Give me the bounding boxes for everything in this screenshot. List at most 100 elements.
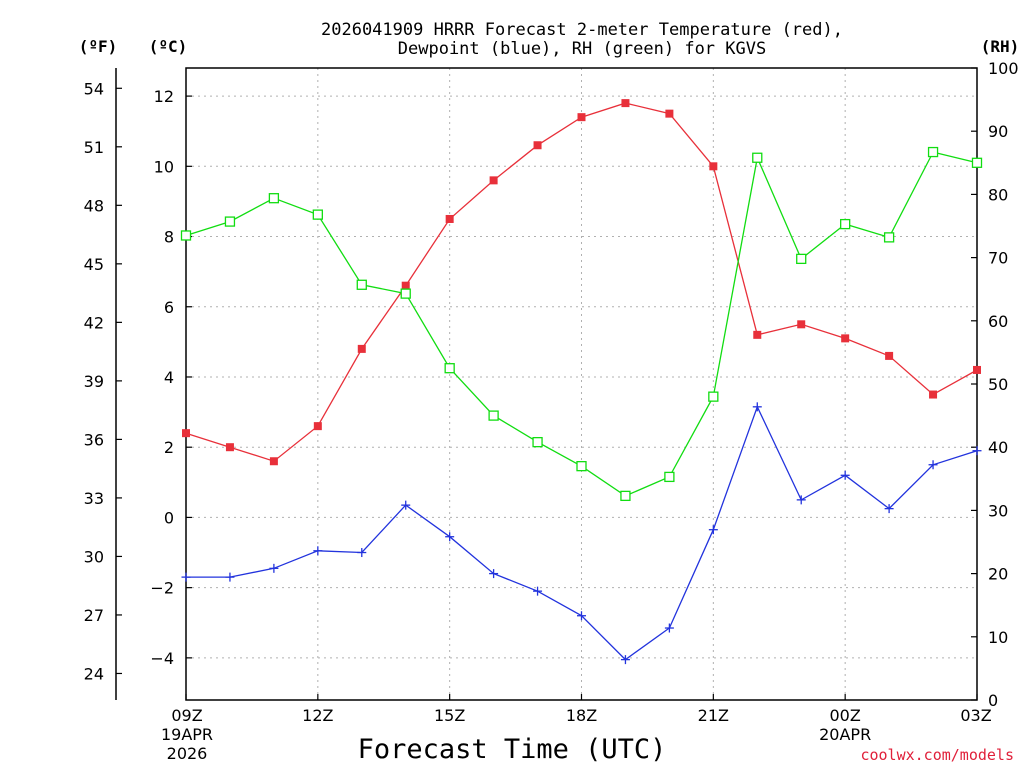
time-tick-label: 21Z [698,706,729,725]
temperature-point [841,334,850,343]
rh-tick-label: 100 [988,59,1019,78]
chart-title-line-1: 2026041909 HRRR Forecast 2-meter Tempera… [321,20,843,40]
celsius-tick-label: 8 [164,228,174,247]
dewpoint-point [884,504,894,514]
temperature-point [665,109,674,118]
temperature-point [929,390,938,399]
temperature-point [182,429,190,438]
dewpoint-point [533,586,543,596]
time-tick-label: 09Z [171,706,202,725]
rh-point [268,193,280,204]
celsius-tick-label: 10 [154,157,174,176]
fahrenheit-tick-label: 27 [84,606,104,625]
temperature-point [885,351,894,360]
time-tick-label: 00Z [830,706,861,725]
temperature-point [445,214,454,223]
dewpoint-point [489,569,499,579]
gridlines [186,68,977,700]
rh-point [708,391,719,402]
temperature-point [269,457,278,466]
dewpoint-point [840,470,850,480]
dewpoint-point [664,623,674,633]
temperature-point [753,330,762,339]
dewpoint-point [708,525,718,535]
rh-point [927,146,939,158]
celsius-tick-label: −4 [150,649,174,668]
fahrenheit-tick-label: 45 [84,255,104,274]
series-dewpoint [181,402,982,665]
temperature-point [533,141,542,150]
rh-point [356,279,367,290]
dewpoint-point [620,655,630,665]
time-tick-year: 2026 [167,744,208,763]
rh-point [796,253,807,265]
rh-point [752,152,763,163]
celsius-tick-label: 4 [164,368,174,387]
rh-tick-label: 30 [988,501,1008,520]
temperature-point [973,365,981,374]
celsius-tick-label: 6 [164,298,174,317]
temperature-point [577,113,586,122]
rh-tick-label: 50 [988,375,1008,394]
fahrenheit-tick-label: 51 [84,138,104,157]
plot-frame [185,67,978,701]
rh-tick-label: 80 [988,185,1008,204]
temperature-point [621,99,630,108]
source-credit: coolwx.com/models [860,746,1014,764]
rh-point [840,218,851,230]
time-tick-date: 19APR [161,725,213,744]
rh-point [532,436,543,448]
time-tick-label: 18Z [566,706,597,725]
rh-point [312,209,323,220]
fahrenheit-tick-label: 48 [84,196,104,215]
fahrenheit-tick-label: 24 [84,664,104,683]
dewpoint-point [972,446,982,456]
celsius-tick-label: 2 [164,438,174,457]
rh-point [180,230,192,241]
dewpoint-point [313,546,323,556]
rh-unit-label: (RH) [981,37,1020,56]
rh-point [444,363,455,374]
rh-point [620,490,631,502]
rh-tick-label: 70 [988,249,1008,268]
temperature-point [313,422,322,431]
rh-point [224,216,236,227]
temperature-point [357,344,366,353]
rh-tick-label: 10 [988,628,1008,647]
dewpoint-point [269,563,279,573]
time-tick-label: 03Z [960,706,991,725]
dewpoint-point [181,572,191,582]
fahrenheit-tick-label: 36 [84,430,104,449]
fahrenheit-tick-label: 30 [84,547,104,566]
celsius-unit-label: (ºC) [149,37,188,56]
celsius-tick-label: −2 [150,579,174,598]
fahrenheit-tick-label: 39 [84,372,104,391]
series-temperature [182,99,981,466]
series-rh [180,146,983,502]
x-axis-title: Forecast Time (UTC) [358,734,667,765]
rh-tick-label: 60 [988,312,1008,331]
fahrenheit-unit-label: (ºF) [79,37,118,56]
rh-tick-label: 20 [988,565,1008,584]
rh-point [400,288,411,299]
fahrenheit-tick-label: 33 [84,489,104,508]
dewpoint-point [577,611,586,621]
temperature-point [401,281,410,290]
dewpoint-point [752,402,762,412]
celsius-tick-label: 0 [164,508,174,527]
time-tick-date: 20APR [819,725,871,744]
rh-point [576,461,587,472]
chart-title-line-2: Dewpoint (blue), RH (green) for KGVS [398,39,766,59]
rh-point [971,157,983,168]
rh-tick-label: 0 [988,691,998,710]
rh-point [488,410,499,421]
rh-point [883,232,895,243]
temperature-point [489,176,498,185]
time-tick-label: 12Z [302,706,333,725]
temperature-line [185,102,978,462]
dewpoint-point [796,495,806,505]
dewpoint-point [401,500,411,510]
